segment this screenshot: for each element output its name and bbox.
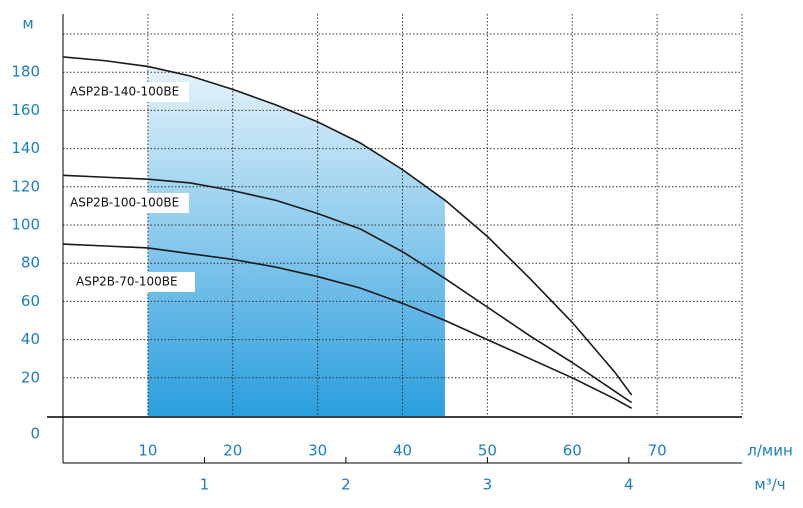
y-tick-label: 100 [11, 216, 40, 234]
x-tick-label: 40 [393, 442, 412, 460]
y-tick-label: 120 [11, 177, 40, 195]
curve-label: ASP2B-100-100BE [70, 196, 179, 210]
curve-label-bg [67, 82, 189, 102]
y-tick-label: 80 [21, 254, 40, 272]
y-tick-label: 40 [21, 330, 40, 348]
curve [62, 56, 633, 396]
y-tick-label: 20 [21, 368, 40, 386]
x-tick-label: 10 [138, 442, 157, 460]
x-tick-label: 60 [563, 442, 582, 460]
x2-axis-label: м³/ч [754, 476, 785, 494]
curve-label: ASP2B-140-100BE [70, 85, 179, 99]
x2-tick-label: 3 [483, 476, 493, 494]
x-tick-label: 30 [308, 442, 327, 460]
x2-tick-label: 2 [341, 476, 351, 494]
curve-label: ASP2B-70-100BE [76, 275, 178, 289]
x-tick-label: 20 [223, 442, 242, 460]
x-axis-label: л/мин [747, 442, 793, 460]
x2-tick-label: 4 [624, 476, 634, 494]
y-tick-label: 180 [11, 63, 40, 81]
highlight-area [147, 66, 445, 416]
x2-tick-label: 1 [200, 476, 210, 494]
curve-label-bg [73, 272, 195, 292]
curve [62, 243, 633, 410]
x-tick-label: 50 [478, 442, 497, 460]
y-tick-label: 140 [11, 139, 40, 157]
x-tick-label: 70 [648, 442, 667, 460]
y-tick-label: 60 [21, 292, 40, 310]
y-axis-label: м [22, 15, 33, 33]
y-tick-label: 160 [11, 101, 40, 119]
curve [62, 174, 633, 404]
y-tick-label: 0 [30, 425, 40, 443]
curve-label-bg [67, 193, 189, 213]
